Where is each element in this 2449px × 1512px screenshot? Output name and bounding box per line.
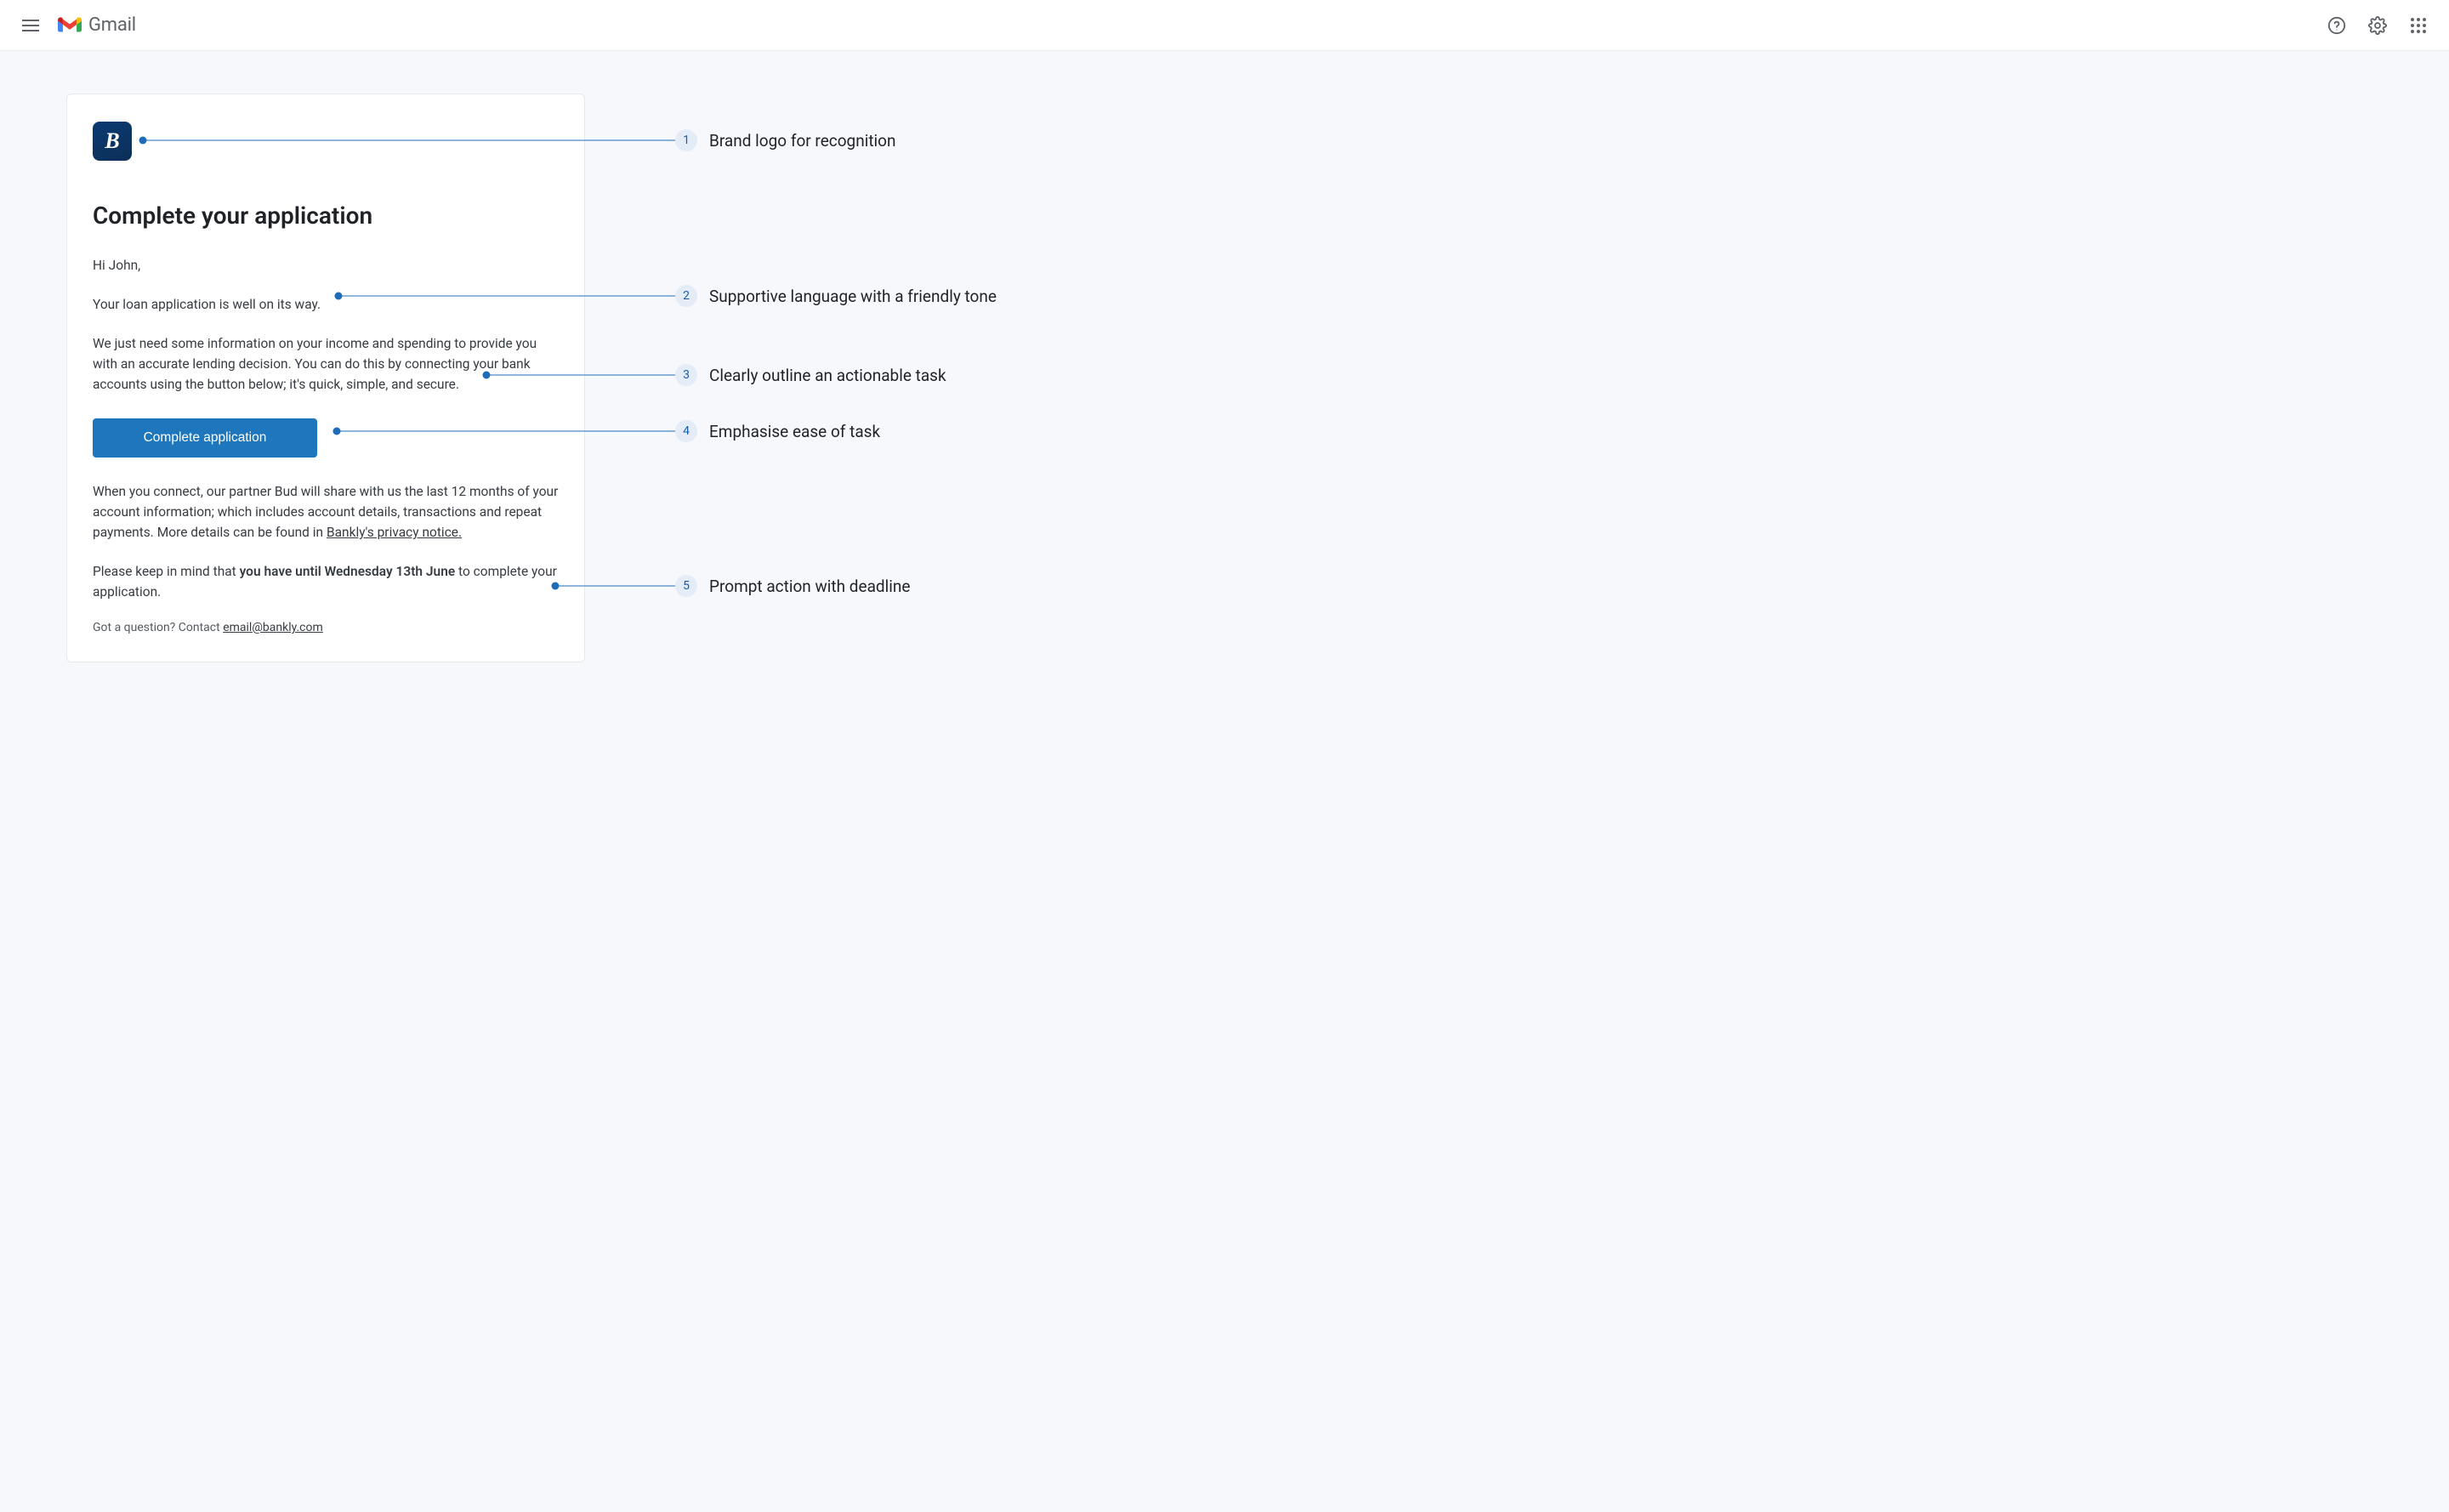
contact-email-link[interactable]: email@bankly.com bbox=[223, 621, 323, 634]
annotation-text: Brand logo for recognition bbox=[709, 131, 896, 151]
footer-pre: Got a question? Contact bbox=[93, 621, 223, 634]
annotation-text: Clearly outline an actionable task bbox=[709, 366, 946, 385]
annotation-num: 4 bbox=[675, 420, 697, 442]
deadline-strong: you have until Wednesday 13th June bbox=[240, 564, 456, 579]
complete-application-button[interactable]: Complete application bbox=[93, 418, 317, 458]
annotation-text: Supportive language with a friendly tone bbox=[709, 287, 997, 306]
brand-logo: B bbox=[93, 122, 132, 161]
gear-icon bbox=[2368, 16, 2387, 35]
help-button[interactable] bbox=[2320, 9, 2354, 43]
email-body: Hi John, Your loan application is well o… bbox=[93, 255, 559, 634]
annotation-1: 1 Brand logo for recognition bbox=[675, 129, 896, 151]
annotation-2: 2 Supportive language with a friendly to… bbox=[675, 285, 997, 307]
privacy-notice-link[interactable]: Bankly's privacy notice. bbox=[327, 525, 462, 540]
annotation-num: 3 bbox=[675, 364, 697, 386]
email-greeting: Hi John, bbox=[93, 255, 559, 276]
annotation-5: 5 Prompt action with deadline bbox=[675, 575, 910, 597]
email-task-paragraph: We just need some information on your in… bbox=[93, 333, 559, 395]
email-progress-line: Your loan application is well on its way… bbox=[93, 294, 559, 315]
email-footer: Got a question? Contact email@bankly.com bbox=[93, 621, 559, 634]
email-deadline-paragraph: Please keep in mind that you have until … bbox=[93, 561, 559, 602]
apps-grid-icon bbox=[2411, 18, 2426, 33]
header-right bbox=[2320, 9, 2435, 43]
brand-logo-letter: B bbox=[105, 128, 119, 154]
gmail-header: Gmail bbox=[0, 0, 2449, 51]
header-left: Gmail bbox=[14, 9, 136, 43]
settings-button[interactable] bbox=[2361, 9, 2395, 43]
privacy-pre-text: When you connect, our partner Bud will s… bbox=[93, 484, 558, 540]
annotation-3: 3 Clearly outline an actionable task bbox=[675, 364, 946, 386]
apps-button[interactable] bbox=[2401, 9, 2435, 43]
email-privacy-paragraph: When you connect, our partner Bud will s… bbox=[93, 481, 559, 543]
deadline-pre: Please keep in mind that bbox=[93, 564, 240, 579]
content-area: B Complete your application Hi John, You… bbox=[0, 51, 2449, 705]
gmail-text: Gmail bbox=[88, 14, 136, 36]
annotation-num: 5 bbox=[675, 575, 697, 597]
annotation-num: 1 bbox=[675, 129, 697, 151]
email-title: Complete your application bbox=[93, 202, 559, 230]
gmail-mark-icon bbox=[58, 16, 82, 35]
annotation-num: 2 bbox=[675, 285, 697, 307]
hamburger-icon bbox=[22, 20, 39, 31]
email-card: B Complete your application Hi John, You… bbox=[66, 94, 585, 662]
annotation-text: Emphasise ease of task bbox=[709, 422, 880, 441]
main-menu-button[interactable] bbox=[14, 9, 48, 43]
annotation-4: 4 Emphasise ease of task bbox=[675, 420, 880, 442]
help-icon bbox=[2327, 16, 2346, 35]
gmail-logo[interactable]: Gmail bbox=[58, 14, 136, 36]
annotation-text: Prompt action with deadline bbox=[709, 577, 910, 596]
